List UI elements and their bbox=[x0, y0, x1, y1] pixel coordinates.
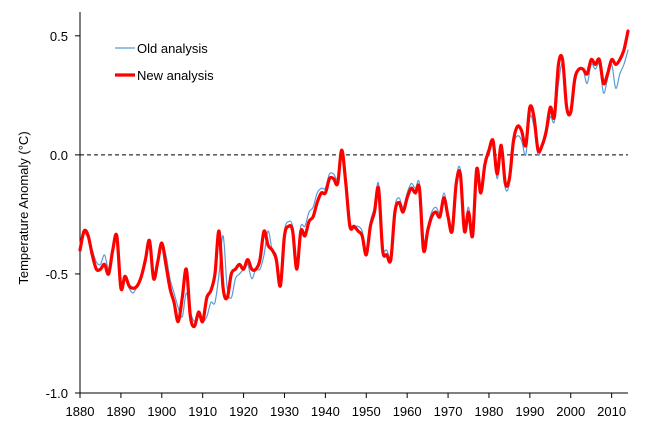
x-tick-label: 1990 bbox=[515, 404, 544, 419]
x-tick-label: 1940 bbox=[311, 404, 340, 419]
y-tick-label: -0.5 bbox=[46, 267, 68, 282]
series-line-new-analysis bbox=[78, 29, 630, 329]
x-tick-label: 2010 bbox=[597, 404, 626, 419]
series-line-old-analysis bbox=[79, 49, 629, 323]
x-tick-label: 1900 bbox=[147, 404, 176, 419]
y-tick-label: 0.0 bbox=[50, 148, 68, 163]
x-tick-label: 2000 bbox=[556, 404, 585, 419]
x-tick-label: 1950 bbox=[352, 404, 381, 419]
y-tick-label: -1.0 bbox=[46, 386, 68, 401]
x-tick-label: 1910 bbox=[188, 404, 217, 419]
x-axis-ticks: 1880 1890 1900 1910 1920 1930 1940 1950 1960 1970… bbox=[66, 393, 626, 419]
legend-label-new-analysis: New analysis bbox=[137, 68, 214, 83]
y-tick-label: 0.5 bbox=[50, 29, 68, 44]
x-tick-label: 1920 bbox=[229, 404, 258, 419]
plot-frame bbox=[79, 12, 628, 394]
x-tick-label: 1970 bbox=[434, 404, 463, 419]
x-tick-label: 1890 bbox=[106, 404, 135, 419]
y-axis-title: Temperature Anomaly (°C) bbox=[16, 131, 31, 284]
x-tick-label: 1930 bbox=[270, 404, 299, 419]
series-layer bbox=[78, 29, 630, 329]
legend-label-old-analysis: Old analysis bbox=[137, 41, 208, 56]
x-tick-label: 1980 bbox=[474, 404, 503, 419]
legend: Old analysis New analysis bbox=[115, 41, 214, 83]
x-tick-label: 1960 bbox=[393, 404, 422, 419]
y-axis-ticks: -1.0 -0.5 0.0 0.5 bbox=[46, 29, 80, 401]
x-tick-label: 1880 bbox=[66, 404, 95, 419]
